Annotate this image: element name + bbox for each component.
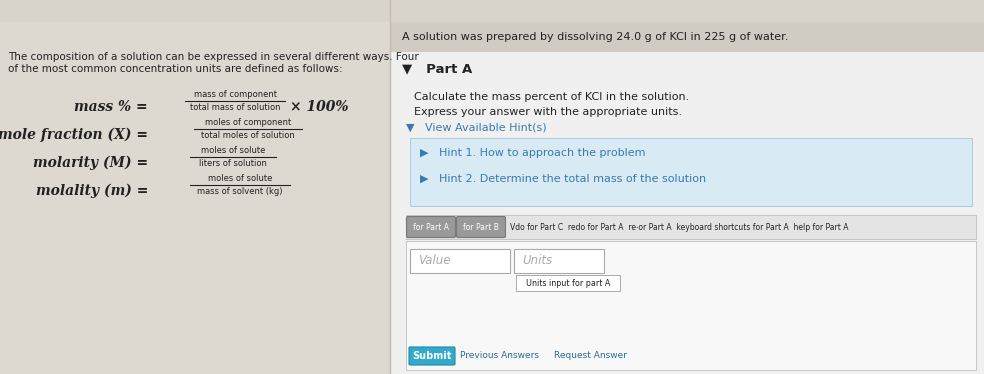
Text: Previous Answers: Previous Answers: [460, 352, 539, 361]
Text: mass of component: mass of component: [194, 90, 277, 99]
Bar: [410, 249, 510, 273]
Text: Calculate the mass percent of KCl in the solution.: Calculate the mass percent of KCl in the…: [414, 92, 689, 102]
Text: ▼   Part A: ▼ Part A: [402, 62, 472, 75]
Text: Submit: Submit: [412, 351, 452, 361]
Text: total mass of solution: total mass of solution: [190, 103, 280, 112]
Bar: [410, 138, 972, 206]
Bar: [406, 241, 976, 370]
Text: for Part B: for Part B: [463, 223, 499, 232]
Text: molality (m) =: molality (m) =: [35, 184, 148, 198]
FancyBboxPatch shape: [457, 217, 506, 237]
Text: mole fraction (X) =: mole fraction (X) =: [0, 128, 148, 142]
Text: A solution was prepared by dissolving 24.0 g of KCl in 225 g of water.: A solution was prepared by dissolving 24…: [402, 32, 788, 42]
Bar: [514, 249, 604, 273]
Text: ▶   Hint 1. How to approach the problem: ▶ Hint 1. How to approach the problem: [420, 148, 646, 158]
Bar: [516, 275, 620, 291]
Text: Value: Value: [418, 254, 451, 267]
Text: Vdo for Part C  redo for Part A  re⋅or Part A  keyboard shortcuts for Part A  he: Vdo for Part C redo for Part A re⋅or Par…: [510, 223, 848, 232]
Bar: [406, 215, 976, 239]
Text: ▶   Hint 2. Determine the total mass of the solution: ▶ Hint 2. Determine the total mass of th…: [420, 174, 707, 184]
Text: Request Answer: Request Answer: [554, 352, 627, 361]
FancyBboxPatch shape: [406, 217, 456, 237]
Text: Units input for part A: Units input for part A: [525, 279, 610, 288]
Text: moles of solute: moles of solute: [208, 174, 273, 183]
Text: Express your answer with the appropriate units.: Express your answer with the appropriate…: [414, 107, 682, 117]
Text: The composition of a solution can be expressed in several different ways. Four: The composition of a solution can be exp…: [8, 52, 419, 62]
FancyBboxPatch shape: [409, 347, 455, 365]
Text: moles of solute: moles of solute: [201, 146, 265, 155]
Text: Units: Units: [522, 254, 552, 267]
Bar: [0, 0, 984, 22]
Text: mass of solvent (kg): mass of solvent (kg): [197, 187, 282, 196]
Text: total moles of solution: total moles of solution: [201, 131, 295, 140]
Text: of the most common concentration units are defined as follows:: of the most common concentration units a…: [8, 64, 342, 74]
Text: moles of component: moles of component: [205, 118, 291, 127]
Text: liters of solution: liters of solution: [199, 159, 267, 168]
Text: molarity (M) =: molarity (M) =: [32, 156, 148, 170]
Text: for Part A: for Part A: [413, 223, 449, 232]
Text: × 100%: × 100%: [290, 100, 348, 114]
Text: mass % =: mass % =: [75, 100, 148, 114]
Bar: [0, 22, 390, 374]
Bar: [390, 22, 984, 52]
Bar: [390, 22, 984, 374]
Text: ▼   View Available Hint(s): ▼ View Available Hint(s): [406, 122, 547, 132]
